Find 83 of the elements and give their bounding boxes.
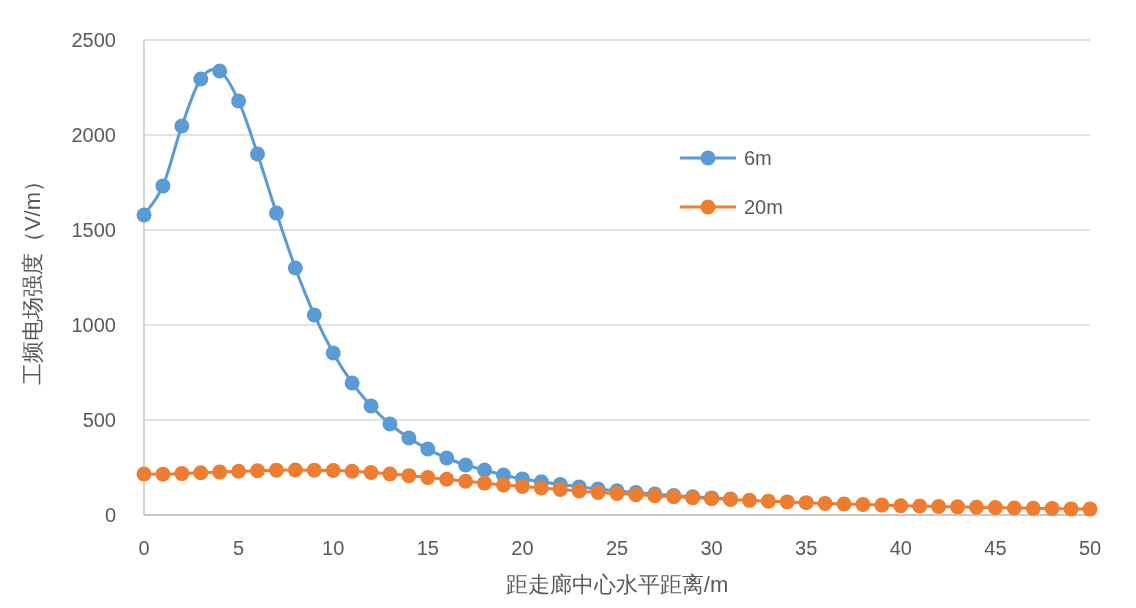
legend-label: 6m [744, 147, 772, 169]
point [136, 466, 152, 482]
point [874, 497, 890, 513]
x-tick-label: 35 [795, 537, 818, 559]
x-axis-title: 距走廊中心水平距离/m [505, 572, 729, 597]
point [495, 477, 511, 493]
point [382, 466, 398, 482]
point [779, 494, 795, 510]
point [855, 497, 871, 513]
point [306, 307, 322, 323]
point [817, 495, 833, 511]
x-tick-label: 0 [138, 537, 150, 559]
point [344, 375, 360, 391]
point [987, 500, 1003, 516]
point [1082, 501, 1098, 517]
x-tick-label: 40 [889, 537, 912, 559]
point [836, 496, 852, 512]
point [893, 498, 909, 514]
point [477, 462, 493, 478]
point [1044, 501, 1060, 517]
point [420, 441, 436, 457]
x-tick-label: 10 [322, 537, 345, 559]
point [420, 469, 436, 485]
point [439, 471, 455, 487]
point [477, 475, 493, 491]
legend-label: 20m [744, 196, 783, 218]
point [552, 482, 568, 498]
point [325, 463, 341, 479]
point [439, 450, 455, 466]
point [363, 464, 379, 480]
point [1025, 500, 1041, 516]
x-tick-label: 30 [700, 537, 723, 559]
y-tick-label: 1000 [71, 314, 116, 336]
point [268, 205, 284, 221]
point [193, 71, 209, 87]
point [1006, 500, 1022, 516]
x-tick-label: 15 [416, 537, 439, 559]
point [231, 93, 247, 109]
point [325, 345, 341, 361]
point [968, 499, 984, 515]
point [912, 498, 928, 514]
point [287, 462, 303, 478]
point [760, 493, 776, 509]
x-tick-label: 50 [1078, 537, 1102, 559]
point [231, 463, 247, 479]
point [250, 146, 266, 162]
point [1063, 501, 1079, 517]
y-tick-label: 2000 [71, 124, 116, 146]
point [533, 480, 549, 496]
point [741, 492, 757, 508]
point [136, 207, 152, 223]
point [382, 416, 398, 432]
x-tick-label: 25 [605, 537, 629, 559]
y-tick-label: 2500 [71, 29, 116, 51]
point [212, 464, 228, 480]
point [950, 499, 966, 515]
point [514, 479, 530, 494]
point [250, 463, 266, 479]
point [193, 465, 209, 481]
point [287, 260, 303, 276]
point [155, 178, 171, 194]
point [174, 466, 190, 482]
point [363, 398, 379, 414]
point [401, 430, 417, 446]
point [401, 468, 417, 484]
y-axis-title: 工频电场强度（V/m） [20, 169, 45, 386]
y-tick-label: 0 [104, 504, 116, 526]
x-tick-label: 5 [233, 537, 245, 559]
point [212, 63, 228, 79]
point [268, 462, 284, 478]
y-tick-label: 1500 [71, 219, 116, 241]
point [344, 463, 360, 479]
point [798, 495, 814, 511]
point [458, 473, 474, 489]
x-tick-label: 45 [984, 537, 1007, 559]
point [571, 483, 587, 499]
point [306, 462, 322, 478]
y-tick-label: 500 [82, 409, 116, 431]
point [931, 498, 947, 514]
point [458, 457, 474, 473]
x-tick-label: 20 [511, 537, 534, 559]
point [155, 466, 171, 482]
point [174, 118, 190, 134]
